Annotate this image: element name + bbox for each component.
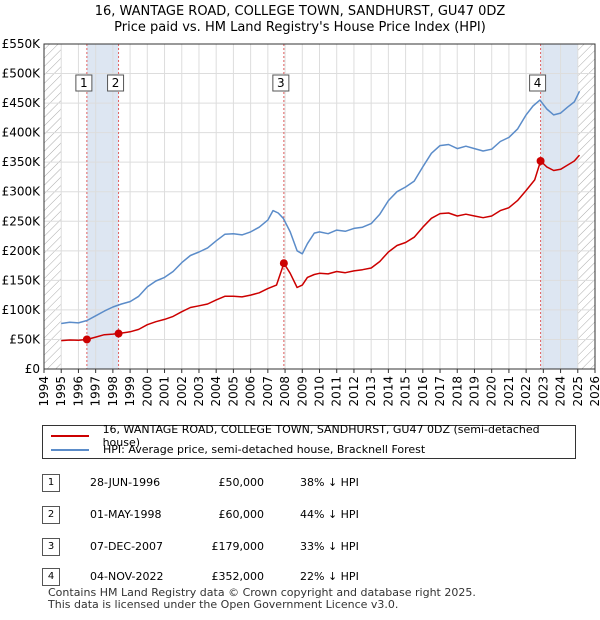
sale-row: 1 28-JUN-1996 £50,000 38% ↓ HPI <box>42 474 582 494</box>
x-tick-label: 1999 <box>123 376 137 407</box>
sale-point <box>82 335 91 344</box>
x-tick-label: 2016 <box>416 376 430 407</box>
x-tick-label: 2002 <box>175 376 189 407</box>
hpi-line <box>61 90 581 325</box>
sale-row: 4 04-NOV-2022 £352,000 22% ↓ HPI <box>42 568 582 588</box>
y-tick-label: £400K <box>2 126 42 140</box>
x-tick-label: 2018 <box>450 376 464 407</box>
x-tick-label: 2000 <box>140 376 154 407</box>
y-tick-label: £250K <box>2 214 42 228</box>
sale-price: £60,000 <box>218 508 265 521</box>
sale-row: 2 01-MAY-1998 £60,000 44% ↓ HPI <box>42 506 582 526</box>
x-tick-label: 2017 <box>433 376 447 407</box>
x-tick-label: 2005 <box>226 376 240 407</box>
x-tick-label: 2022 <box>519 376 533 407</box>
x-tick-label: 2015 <box>399 376 413 407</box>
sale-label-number: 2 <box>112 76 120 90</box>
x-tick-label: 2001 <box>158 376 172 407</box>
x-tick-label: 1997 <box>89 376 103 407</box>
sale-number-badge: 1 <box>42 474 60 492</box>
chart-title-address: 16, WANTAGE ROAD, COLLEGE TOWN, SANDHURS… <box>94 4 506 19</box>
x-tick-label: 2019 <box>467 376 481 407</box>
x-tick-label: 2003 <box>192 376 206 407</box>
x-tick-label: 2024 <box>554 376 568 407</box>
y-tick-label: £550K <box>2 37 42 51</box>
legend-item-hpi: HPI: Average price, semi-detached house,… <box>51 442 425 457</box>
y-tick-label: £50K <box>9 332 41 346</box>
x-tick-label: 2010 <box>313 376 327 407</box>
legend-label-property: 16, WANTAGE ROAD, COLLEGE TOWN, SANDHURS… <box>102 422 540 449</box>
x-tick-label: 2014 <box>381 376 395 407</box>
y-tick-label: £300K <box>2 185 42 199</box>
x-tick-label: 2026 <box>588 376 600 407</box>
sale-label-number: 1 <box>80 76 88 90</box>
x-tick-label: 2020 <box>485 376 499 407</box>
y-tick-label: £150K <box>2 273 42 287</box>
sale-price: £352,000 <box>211 570 265 583</box>
sale-date: 01-MAY-1998 <box>90 508 162 521</box>
y-tick-label: £200K <box>2 244 42 258</box>
x-tick-label: 2021 <box>502 376 516 407</box>
footer-line-licence: This data is licensed under the Open Gov… <box>48 598 399 611</box>
x-tick-label: 2011 <box>330 376 344 407</box>
legend: 16, WANTAGE ROAD, COLLEGE TOWN, SANDHURS… <box>42 423 576 459</box>
x-tick-label: 2007 <box>261 376 275 407</box>
sale-date: 07-DEC-2007 <box>90 540 164 553</box>
y-tick-label: £350K <box>2 155 42 169</box>
price-chart: 1 2 3 4 £0 £50K £100K £150K £200K £250K £300K £350… <box>2 37 600 407</box>
x-tick-label: 2004 <box>209 376 223 407</box>
sale-price: £50,000 <box>218 476 265 489</box>
sale-point <box>536 157 545 165</box>
legend-label-hpi: HPI: Average price, semi-detached house,… <box>103 443 426 456</box>
sale-hpi-diff: 44% ↓ HPI <box>300 508 359 521</box>
x-tick-label: 2025 <box>571 376 585 407</box>
x-tick-label: 1998 <box>106 376 120 407</box>
shaded-band <box>540 44 578 369</box>
x-tick-label: 2009 <box>295 376 309 407</box>
x-tick-label: 2013 <box>364 376 378 407</box>
x-tick-label: 2006 <box>244 376 258 407</box>
sale-row: 3 07-DEC-2007 £179,000 33% ↓ HPI <box>42 538 582 558</box>
chart-subtitle: Price paid vs. HM Land Registry's House … <box>114 20 486 35</box>
x-tick-label: 1996 <box>71 376 85 407</box>
y-tick-label: £450K <box>2 96 42 110</box>
sale-label-box <box>529 74 547 92</box>
legend-item-property: 16, WANTAGE ROAD, COLLEGE TOWN, SANDHURS… <box>51 423 575 449</box>
sale-label-box <box>75 74 93 92</box>
sale-hpi-diff: 33% ↓ HPI <box>300 540 359 553</box>
hatched-region <box>44 44 62 369</box>
y-tick-label: £0 <box>25 362 40 376</box>
sale-date: 04-NOV-2022 <box>90 570 164 583</box>
sale-price: £179,000 <box>211 540 265 553</box>
sale-label-number: 3 <box>277 76 285 90</box>
sale-label-number: 4 <box>534 76 542 90</box>
y-tick-label: £500K <box>2 67 42 81</box>
sale-number-badge: 4 <box>42 568 60 586</box>
footer-attribution: Contains HM Land Registry data © Crown c… <box>48 587 476 611</box>
sale-number-badge: 2 <box>42 506 60 524</box>
sale-hpi-diff: 38% ↓ HPI <box>300 476 359 489</box>
x-tick-label: 2012 <box>347 376 361 407</box>
sale-label-box <box>107 74 125 92</box>
legend-swatch-property <box>51 434 89 437</box>
x-tick-label: 1994 <box>37 376 51 407</box>
sale-point <box>279 259 288 268</box>
y-tick-label: £100K <box>2 303 42 317</box>
sale-point <box>114 329 123 338</box>
sale-hpi-diff: 22% ↓ HPI <box>300 570 359 583</box>
sale-label-box <box>272 74 290 92</box>
sale-date: 28-JUN-1996 <box>90 476 161 489</box>
x-tick-label: 2008 <box>278 376 292 407</box>
x-tick-label: 2023 <box>536 376 550 407</box>
hatched-region <box>577 44 595 369</box>
sale-number-badge: 3 <box>42 538 60 556</box>
property-price-line <box>61 154 581 342</box>
footer-line-copyright: Contains HM Land Registry data © Crown c… <box>48 586 476 599</box>
x-tick-label: 1995 <box>54 376 68 407</box>
shaded-band <box>86 44 119 369</box>
legend-swatch-hpi <box>51 448 89 451</box>
